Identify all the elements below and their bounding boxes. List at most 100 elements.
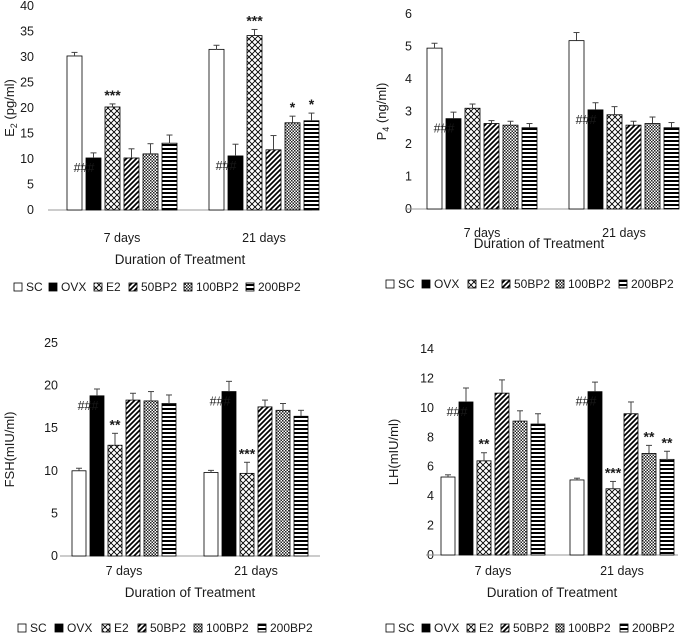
y-axis-title: P4 (ng/ml) <box>374 83 391 141</box>
legend: SC OVX E2 50BP2 100BP2 200BP2 <box>385 621 675 635</box>
legend: SC OVX E2 50BP2 100BP2 200BP2 <box>385 277 674 291</box>
y-tick-label: 10 <box>44 464 58 478</box>
x-axis-title: Duration of Treatment <box>474 236 605 251</box>
legend-label: SC <box>398 277 415 291</box>
significance-mark: ### <box>210 395 231 409</box>
x-axis-title: Duration of Treatment <box>115 252 246 267</box>
bar-100bp2-21-days <box>644 123 661 210</box>
y-axis-title: E2 (pg/ml) <box>2 79 19 137</box>
y-tick-label: 30 <box>20 50 34 64</box>
category-label: 7 days <box>106 564 143 578</box>
bar-200bp2-7-days <box>161 403 177 557</box>
legend-label: 50BP2 <box>513 621 549 635</box>
legend-label: 100BP2 <box>196 280 239 294</box>
bar-50bp2-7-days <box>483 123 500 210</box>
legend-swatch-e2 <box>93 282 103 292</box>
y-tick-label: 40 <box>20 0 34 13</box>
bar-e2-21-days <box>606 114 623 210</box>
bar-e2-7-days <box>104 106 121 211</box>
legend-swatch-200bp2 <box>619 623 629 633</box>
legend: SC OVX E2 50BP2 100BP2 200BP2 <box>17 621 313 635</box>
bar-e2-7-days <box>107 444 123 557</box>
y-tick-label: 3 <box>405 105 412 119</box>
category-label: 7 days <box>104 231 141 245</box>
legend-swatch-100bp2 <box>555 623 565 633</box>
bar-200bp2-21-days <box>303 120 320 211</box>
legend-label: OVX <box>61 280 86 294</box>
legend-label: 100BP2 <box>206 621 249 635</box>
bar-ovx-7-days <box>89 395 105 557</box>
legend-swatch-sc <box>385 623 395 633</box>
legend-label: SC <box>398 621 415 635</box>
y-tick-label: 15 <box>44 421 58 435</box>
bar-100bp2-7-days <box>502 124 519 210</box>
legend-swatch-100bp2 <box>183 282 193 292</box>
y-axis-title: FSH(mIU/ml) <box>2 412 17 488</box>
significance-mark: ** <box>110 416 121 432</box>
bar-200bp2-21-days <box>663 127 680 210</box>
bar-ovx-7-days <box>458 401 474 556</box>
legend-label: SC <box>30 621 47 635</box>
bar-sc-21-days <box>208 48 225 211</box>
bar-100bp2-7-days <box>512 420 528 556</box>
category-label: 21 days <box>234 564 278 578</box>
legend-label: SC <box>26 280 43 294</box>
legend-label: OVX <box>434 621 459 635</box>
significance-mark: ### <box>74 161 95 175</box>
legend-swatch-50bp2 <box>500 623 510 633</box>
y-tick-label: 5 <box>405 40 412 54</box>
significance-mark: ### <box>434 122 455 136</box>
legend-label: 200BP2 <box>632 621 675 635</box>
bar-200bp2-7-days <box>161 142 178 211</box>
bar-100bp2-7-days <box>143 400 159 557</box>
y-tick-label: 25 <box>44 336 58 350</box>
bar-ovx-21-days <box>587 391 603 556</box>
legend-label: 200BP2 <box>270 621 313 635</box>
legend-label: 200BP2 <box>258 280 301 294</box>
y-axis-title-sub: 2 <box>9 123 19 128</box>
legend-swatch-100bp2 <box>193 623 203 633</box>
significance-mark: *** <box>246 12 263 28</box>
legend-label: 50BP2 <box>514 277 550 291</box>
legend-swatch-ovx <box>54 623 64 633</box>
y-tick-label: 15 <box>20 127 34 141</box>
bar-e2-21-days <box>246 35 263 211</box>
bar-200bp2-7-days <box>530 423 546 556</box>
y-tick-label: 0 <box>51 549 58 563</box>
significance-mark: ** <box>662 434 673 450</box>
y-axis-title-unit: (ng/ml) <box>374 83 389 127</box>
legend-label: E2 <box>106 280 121 294</box>
significance-mark: * <box>290 99 296 115</box>
y-tick-label: 20 <box>20 101 34 115</box>
legend-swatch-e2 <box>101 623 111 633</box>
bar-e2-7-days <box>476 460 492 556</box>
legend-swatch-200bp2 <box>245 282 255 292</box>
bar-100bp2-21-days <box>275 409 291 557</box>
category-label: 21 days <box>242 231 286 245</box>
significance-mark: ** <box>644 428 655 444</box>
legend-swatch-sc <box>13 282 23 292</box>
y-tick-label: 35 <box>20 25 34 39</box>
y-axis-title-unit: (pg/ml) <box>2 79 17 123</box>
legend-label: E2 <box>480 277 495 291</box>
bar-50bp2-7-days <box>123 157 140 211</box>
bar-sc-21-days <box>569 479 585 556</box>
bar-50bp2-7-days <box>125 399 141 557</box>
y-tick-label: 0 <box>27 203 34 217</box>
y-tick-label: 2 <box>405 137 412 151</box>
legend-swatch-50bp2 <box>128 282 138 292</box>
bar-50bp2-21-days <box>265 149 282 211</box>
legend-swatch-50bp2 <box>137 623 147 633</box>
bar-200bp2-21-days <box>293 415 309 557</box>
y-tick-label: 5 <box>27 178 34 192</box>
y-tick-label: 25 <box>20 76 34 90</box>
bar-sc-7-days <box>66 55 83 211</box>
bar-e2-21-days <box>605 488 621 556</box>
legend-swatch-ovx <box>48 282 58 292</box>
category-label: 7 days <box>475 564 512 578</box>
legend-swatch-sc <box>385 279 395 289</box>
bar-50bp2-21-days <box>625 124 642 210</box>
y-tick-label: 6 <box>427 460 434 474</box>
